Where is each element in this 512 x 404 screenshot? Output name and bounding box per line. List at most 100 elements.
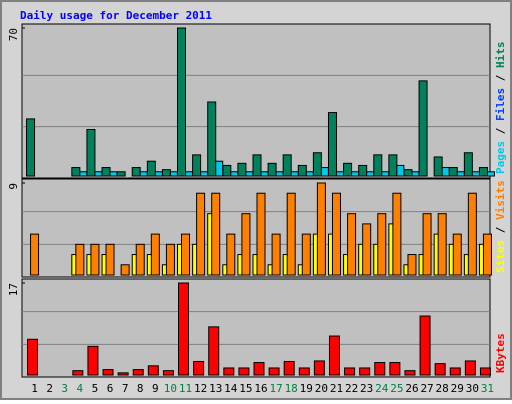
bar: [101, 167, 111, 177]
bar: [486, 171, 495, 177]
bar: [327, 112, 337, 177]
bar: [298, 367, 310, 376]
bar: [335, 171, 344, 177]
bar: [27, 338, 39, 376]
bar: [215, 160, 224, 177]
bar: [320, 167, 329, 177]
bar: [131, 167, 141, 177]
bar: [282, 154, 292, 177]
bar: [237, 162, 247, 177]
legend-separator: /: [494, 121, 507, 141]
bar: [403, 169, 413, 177]
y-tick-label: 9: [7, 183, 20, 190]
legend-separator: /: [494, 68, 507, 88]
bar: [79, 171, 88, 177]
x-tick-label: 26: [405, 382, 418, 395]
bar: [211, 192, 221, 276]
bar: [169, 171, 178, 177]
bar: [193, 360, 205, 376]
bar: [464, 360, 476, 376]
x-tick-label: 14: [224, 382, 238, 395]
bar: [139, 171, 148, 177]
bar: [479, 367, 491, 376]
bar: [105, 243, 115, 276]
legend: Sites / Visits: [494, 180, 507, 273]
bar: [297, 164, 307, 177]
x-tick-label: 23: [360, 382, 373, 395]
legend-entry: Files: [494, 88, 507, 121]
x-tick-label: 9: [152, 382, 159, 395]
bar: [448, 167, 458, 177]
x-tick-label: 7: [122, 382, 129, 395]
bar: [252, 154, 262, 177]
bar: [241, 213, 251, 276]
x-tick-label: 30: [466, 382, 479, 395]
x-tick-label: 6: [107, 382, 114, 395]
x-tick-label: 31: [481, 382, 494, 395]
bar: [135, 243, 145, 276]
bar: [313, 360, 325, 376]
legend-entry: Sites: [494, 240, 507, 273]
x-tick-label: 21: [330, 382, 343, 395]
bar: [373, 154, 383, 177]
plot-area: [21, 23, 491, 179]
bar: [377, 213, 387, 276]
bar: [441, 167, 450, 177]
bar: [109, 171, 118, 177]
bar: [419, 315, 431, 376]
bar: [316, 182, 326, 276]
bar: [478, 167, 488, 177]
bar: [328, 335, 340, 376]
bar: [388, 154, 398, 177]
legend-entry: KBytes: [494, 333, 507, 373]
legend: Pages / Files / Hits: [494, 42, 507, 175]
bar: [467, 192, 477, 276]
bar: [407, 254, 417, 276]
bar: [344, 367, 356, 376]
bar: [253, 362, 265, 376]
plot-area: [21, 278, 491, 378]
x-tick-label: 4: [77, 382, 84, 395]
bar: [359, 367, 371, 376]
chart-title: Daily usage for December 2011: [20, 9, 212, 22]
bar: [301, 233, 311, 276]
bar: [26, 118, 36, 177]
x-tick-label: 17: [269, 382, 282, 395]
bar: [71, 167, 81, 177]
bar: [312, 152, 322, 177]
bar: [165, 243, 175, 276]
legend-separator: /: [494, 220, 507, 240]
bar: [343, 162, 353, 177]
bar: [433, 156, 443, 177]
bar: [456, 171, 465, 177]
bar: [268, 367, 280, 376]
x-tick-label: 1: [31, 382, 38, 395]
bar: [178, 282, 190, 376]
x-tick-label: 19: [300, 382, 313, 395]
bar: [351, 171, 360, 177]
bar: [381, 171, 390, 177]
bar: [411, 171, 420, 177]
x-tick-label: 24: [375, 382, 389, 395]
bar: [434, 363, 446, 376]
bar: [275, 171, 284, 177]
x-tick-label: 22: [345, 382, 358, 395]
bar: [196, 192, 206, 276]
bar: [358, 164, 368, 177]
x-tick-label: 29: [451, 382, 464, 395]
bar: [120, 264, 130, 276]
bar: [72, 370, 84, 376]
bar: [396, 164, 405, 177]
bar: [331, 192, 341, 276]
bar: [147, 365, 159, 376]
bar: [146, 160, 156, 177]
bar: [437, 213, 447, 276]
bar: [404, 370, 416, 376]
bar: [30, 233, 40, 276]
bar: [362, 223, 372, 276]
x-tick-label: 27: [420, 382, 433, 395]
y-tick-label: 70: [7, 28, 20, 41]
bar: [75, 243, 85, 276]
legend-entry: Pages: [494, 141, 507, 174]
bar: [102, 369, 114, 376]
